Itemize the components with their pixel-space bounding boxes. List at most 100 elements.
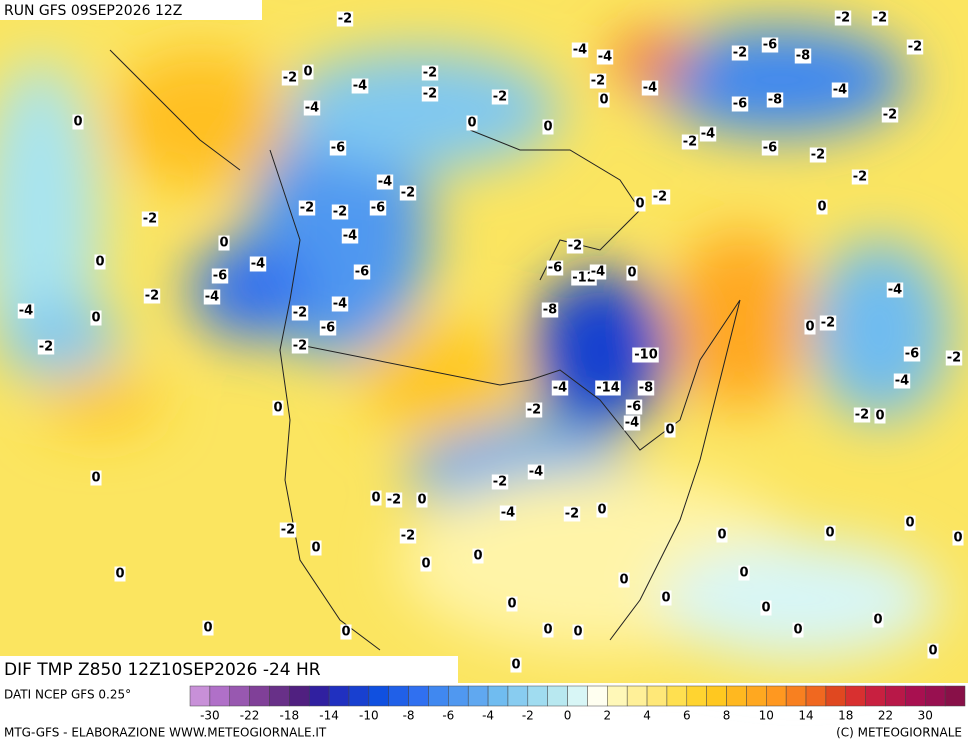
- label-box: [141, 211, 159, 227]
- label-box: [203, 289, 221, 305]
- label-box: [819, 315, 837, 331]
- contour-label: -2: [281, 523, 295, 538]
- contour-label: -2: [821, 316, 835, 331]
- contour-label: 0: [928, 644, 937, 659]
- label-box: [595, 380, 621, 396]
- label-box: [618, 572, 630, 588]
- colorbar-label: 8: [723, 709, 731, 723]
- label-box: [249, 256, 267, 272]
- label-box: [596, 49, 614, 65]
- colorbar-swatch: [944, 685, 966, 707]
- contour-label: -6: [355, 265, 369, 280]
- label-box: [589, 264, 607, 280]
- contour-label: -6: [321, 321, 335, 336]
- label-box: [472, 548, 484, 564]
- contour-label: -2: [493, 475, 507, 490]
- contour-label: -2: [591, 74, 605, 89]
- contour-label: 0: [203, 621, 212, 636]
- colorbar-swatch: [209, 685, 230, 707]
- label-box: [211, 268, 229, 284]
- label-box: [633, 347, 659, 363]
- contour-label: -2: [145, 289, 159, 304]
- contour-label: -2: [855, 408, 869, 423]
- colorbar-swatch: [328, 685, 350, 707]
- contour-label: 0: [473, 549, 482, 564]
- colorbar-label: -2: [522, 709, 534, 723]
- contour-label: -2: [853, 170, 867, 185]
- contour-label: -10: [634, 348, 658, 363]
- contour-label: -2: [683, 135, 697, 150]
- label-box: [804, 319, 816, 335]
- label-box: [466, 115, 478, 131]
- colorbar-swatch: [507, 685, 529, 707]
- contour-label: -4: [343, 229, 357, 244]
- label-box: [370, 490, 382, 506]
- contour-label: -6: [763, 38, 777, 53]
- colorbar-swatch: [626, 685, 648, 707]
- colorbar-label: 6: [683, 709, 691, 723]
- contour-label: -2: [883, 108, 897, 123]
- label-box: [637, 380, 655, 396]
- label-box: [893, 373, 911, 389]
- label-box: [626, 265, 638, 281]
- colorbar-swatch: [487, 685, 509, 707]
- contour-label: 0: [417, 493, 426, 508]
- colorbar-swatch: [905, 685, 926, 707]
- contour-label: -6: [213, 269, 227, 284]
- label-box: [871, 10, 889, 26]
- colorbar-label: -8: [403, 709, 415, 723]
- label-box: [761, 140, 779, 156]
- label-box: [572, 624, 584, 640]
- contour-label: -6: [371, 201, 385, 216]
- label-box: [303, 100, 321, 116]
- colorbar-swatch: [607, 685, 628, 707]
- label-box: [731, 45, 749, 61]
- label-box: [421, 65, 439, 81]
- colorbar-swatch: [805, 685, 827, 707]
- contour-label: -6: [627, 400, 641, 415]
- label-box: [660, 590, 672, 606]
- label-box: [625, 399, 643, 415]
- contour-label: -6: [733, 97, 747, 112]
- colorbar-swatch: [925, 685, 946, 707]
- colorbar-swatch: [428, 685, 449, 707]
- label-box: [872, 612, 884, 628]
- label-box: [952, 530, 964, 546]
- label-box: [281, 70, 299, 86]
- colorbar-label: 10: [759, 709, 774, 723]
- data-source: DATI NCEP GFS 0.25°: [4, 688, 131, 702]
- label-box: [716, 527, 728, 543]
- footer-left: MTG-GFS - ELABORAZIONE WWW.METEOGIORNALE…: [4, 726, 327, 740]
- label-box: [598, 92, 610, 108]
- label-box: [491, 474, 509, 490]
- contour-label: -2: [283, 71, 297, 86]
- label-box: [766, 92, 784, 108]
- label-box: [385, 492, 403, 508]
- contour-label: 0: [805, 320, 814, 335]
- contour-label: -4: [833, 83, 847, 98]
- contour-label: -4: [625, 416, 639, 431]
- contour-label: 0: [95, 255, 104, 270]
- label-box: [510, 657, 522, 673]
- run-label: RUN GFS 09SEP2026 12Z: [4, 3, 182, 19]
- contour-label: -2: [873, 11, 887, 26]
- label-box: [834, 10, 852, 26]
- contour-label: 0: [91, 471, 100, 486]
- contour-label: -8: [639, 381, 653, 396]
- contour-label: -14: [596, 381, 620, 396]
- colorbar-label: -10: [359, 709, 379, 723]
- label-box: [874, 408, 886, 424]
- label-box: [319, 320, 337, 336]
- contour-label: -2: [653, 190, 667, 205]
- label-box: [369, 200, 387, 216]
- colorbar-label: 0: [564, 709, 572, 723]
- colorbar-swatch: [686, 685, 707, 707]
- contour-label: 0: [717, 528, 726, 543]
- contour-label: 0: [573, 625, 582, 640]
- label-box: [341, 228, 359, 244]
- label-box: [291, 305, 309, 321]
- label-box: [596, 502, 608, 518]
- label-box: [566, 238, 584, 254]
- contour-label: -4: [205, 290, 219, 305]
